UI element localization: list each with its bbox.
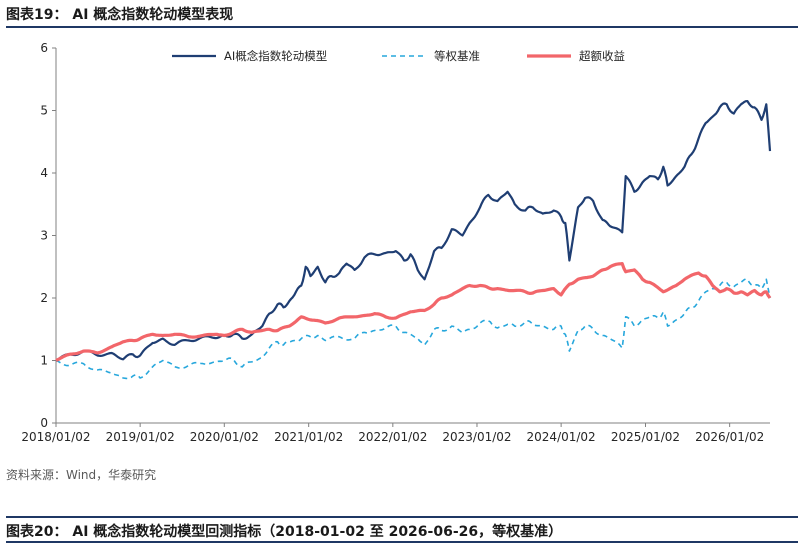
y-tick-label: 1	[40, 354, 48, 368]
excess-series-legend-label: 超额收益	[579, 49, 625, 63]
y-tick-label: 0	[40, 416, 48, 430]
figure-title: 图表19： AI 概念指数轮动模型表现	[6, 7, 234, 23]
title-divider	[6, 26, 798, 28]
next-figure-title: 图表20： AI 概念指数轮动模型回测指标（2018-01-02 至 2026-…	[6, 524, 563, 540]
x-tick-label: 2021/01/02	[274, 430, 343, 444]
x-tick-label: 2026/01/02	[695, 430, 764, 444]
chart-axes: 0 1 2 3 4 5 6 2018/01/02 2019/01/02 2020/01/02 202…	[21, 41, 770, 444]
y-tick-label: 4	[40, 166, 48, 180]
y-tick-label: 5	[40, 104, 48, 118]
x-tick-label: 2023/01/02	[442, 430, 511, 444]
y-tick-label: 2	[40, 291, 48, 305]
x-tick-label: 2022/01/02	[358, 430, 427, 444]
source-note: 资料来源：Wind，华泰研究	[6, 468, 157, 482]
next-title-divider	[6, 541, 798, 543]
excess-series-line	[55, 262, 772, 362]
section-divider	[6, 516, 798, 518]
x-tick-label: 2025/01/02	[611, 430, 680, 444]
chart-series	[55, 100, 772, 380]
model-series-legend-label: AI概念指数轮动模型	[224, 49, 327, 63]
x-tick-label: 2024/01/02	[527, 430, 596, 444]
model-series-line	[55, 100, 772, 362]
benchmark-series-legend-label: 等权基准	[434, 49, 480, 63]
y-tick-label: 6	[40, 41, 48, 55]
x-tick-label: 2019/01/02	[106, 430, 175, 444]
line-chart: 0 1 2 3 4 5 6 2018/01/02 2019/01/02 2020/01/02 202…	[21, 41, 772, 444]
y-tick-label: 3	[40, 229, 48, 243]
benchmark-series-line	[55, 278, 771, 380]
x-tick-label: 2020/01/02	[190, 430, 259, 444]
chart-legend: AI概念指数轮动模型 等权基准 超额收益	[172, 49, 625, 63]
x-tick-label: 2018/01/02	[21, 430, 90, 444]
